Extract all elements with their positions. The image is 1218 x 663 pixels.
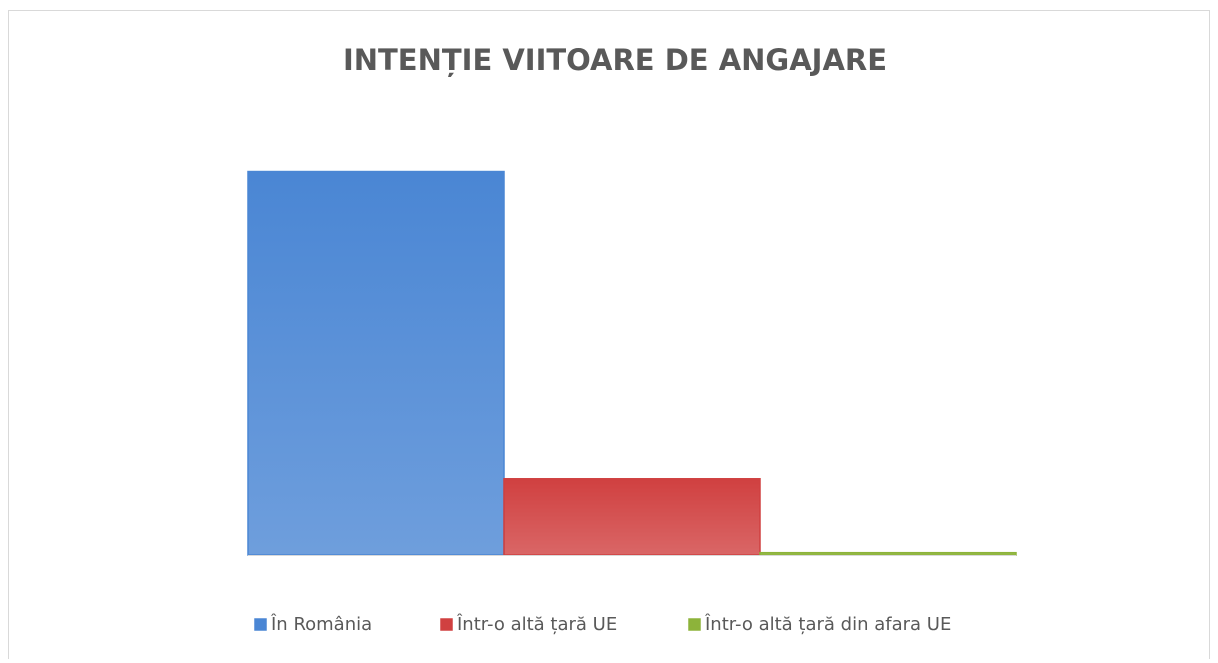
legend-label: Într-o altă țară UE (456, 613, 617, 635)
bar (247, 170, 505, 556)
legend-swatch (253, 617, 268, 632)
chart-title: INTENȚIE VIITOARE DE ANGAJARE (343, 43, 887, 77)
bar (759, 551, 1017, 556)
chart-frame (8, 10, 1210, 663)
legend-swatch (687, 617, 702, 632)
legend-swatch (439, 617, 454, 632)
legend-label: În România (270, 613, 372, 635)
bar (503, 478, 761, 556)
legend-label: Într-o altă țară din afara UE (704, 613, 951, 635)
